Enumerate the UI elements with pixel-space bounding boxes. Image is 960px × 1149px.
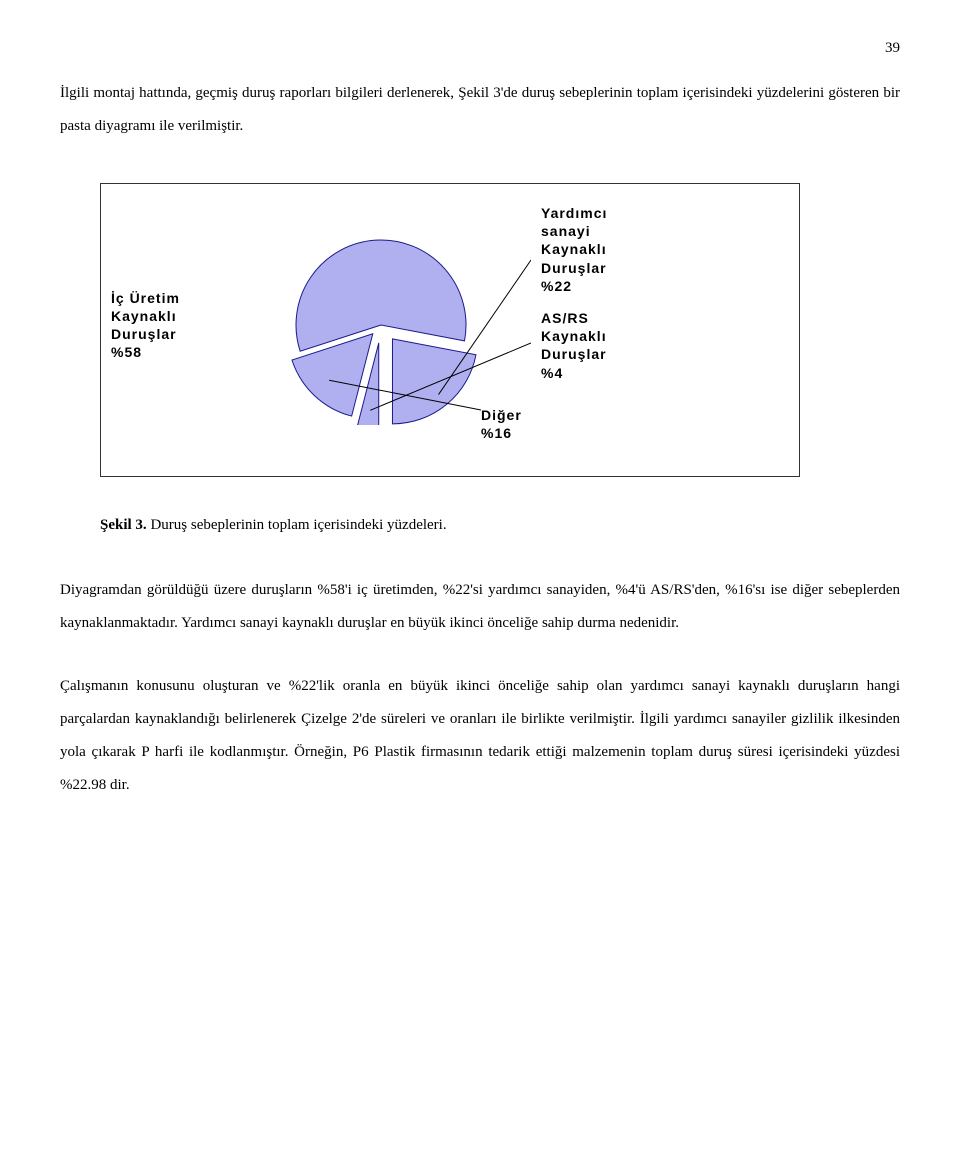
label-line: Duruşlar xyxy=(541,346,607,362)
label-line: Duruşlar xyxy=(111,326,177,342)
label-line: Kaynaklı xyxy=(541,328,607,344)
pie-label-asrs: AS/RS Kaynaklı Duruşlar %4 xyxy=(541,309,607,382)
figure-caption: Şekil 3. Duruş sebeplerinin toplam içeri… xyxy=(100,517,900,534)
pie-label-ic-uretim: İç Üretim Kaynaklı Duruşlar %58 xyxy=(111,289,241,362)
label-line: %22 xyxy=(541,278,572,294)
label-line: Kaynaklı xyxy=(111,308,177,324)
label-line: Yardımcı xyxy=(541,205,607,221)
pie-chart-svg xyxy=(251,225,531,425)
caption-text: Duruş sebeplerinin toplam içerisindeki y… xyxy=(147,517,447,533)
label-line: %16 xyxy=(481,425,512,441)
label-line: Kaynaklı xyxy=(541,241,607,257)
label-line: %4 xyxy=(541,365,563,381)
paragraph-3: Çalışmanın konusunu oluşturan ve %22'lik… xyxy=(60,670,900,802)
label-line: Diğer xyxy=(481,407,522,423)
pie-label-yardimci: Yardımcı sanayi Kaynaklı Duruşlar %22 xyxy=(541,204,607,295)
label-line: %58 xyxy=(111,344,142,360)
pie-svg-wrap xyxy=(251,225,531,425)
caption-bold: Şekil 3. xyxy=(100,517,147,533)
pie-right-labels: Yardımcı sanayi Kaynaklı Duruşlar %22 AS… xyxy=(541,204,607,446)
paragraph-2: Diyagramdan görüldüğü üzere duruşların %… xyxy=(60,574,900,640)
label-line: İç Üretim xyxy=(111,290,180,306)
intro-paragraph: İlgili montaj hattında, geçmiş duruş rap… xyxy=(60,77,900,143)
pie-label-diger: Diğer %16 xyxy=(481,406,547,442)
label-line: sanayi xyxy=(541,223,591,239)
page-number: 39 xyxy=(60,40,900,57)
label-line: AS/RS xyxy=(541,310,589,326)
pie-chart-figure: İç Üretim Kaynaklı Duruşlar %58 Yardımcı… xyxy=(100,183,800,477)
label-line: Duruşlar xyxy=(541,260,607,276)
